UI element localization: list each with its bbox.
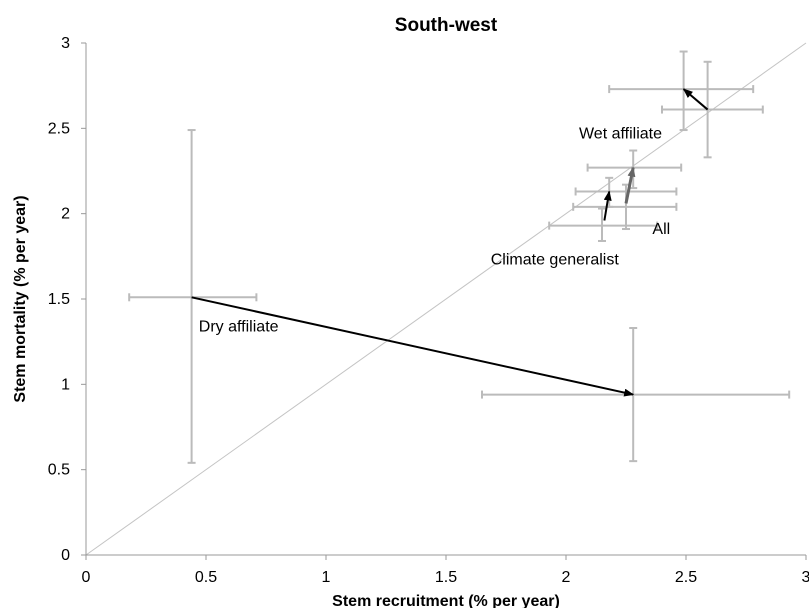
y-tick-label: 0 (61, 547, 70, 564)
group-label: All (652, 221, 670, 238)
y-tick-label: 1 (61, 376, 70, 393)
x-tick-label: 3 (802, 569, 809, 586)
error-bar-point (572, 183, 678, 231)
reference-line-layer (85, 42, 807, 556)
y-tick-label: 0.5 (48, 462, 70, 479)
group-label: Wet affiliate (579, 125, 662, 142)
change-arrow (624, 166, 636, 204)
annotations-layer: Dry affiliate Wet affiliate Climate genera… (199, 125, 670, 335)
error-bar-point (586, 149, 683, 190)
error-bar-point (128, 129, 258, 464)
error-bar-point (608, 50, 755, 132)
y-tick-label: 3 (61, 35, 70, 52)
change-arrow (191, 296, 635, 397)
tick-labels-layer: 0 0.5 1 1.5 2 2.5 3 0 0.5 1 1.5 2 2.5 3 (48, 35, 809, 586)
x-tick-label: 1.5 (435, 569, 457, 586)
x-axis-title: Stem recruitment (% per year) (332, 593, 560, 608)
x-tick-label: 2 (562, 569, 571, 586)
group-label: Dry affiliate (199, 318, 279, 335)
x-tick-label: 0 (82, 569, 91, 586)
error-bars-layer (128, 50, 791, 464)
y-axis-title: Stem mortality (% per year) (12, 195, 29, 402)
arrows-layer (191, 88, 709, 397)
error-bar-point (548, 207, 659, 242)
error-bar-point (661, 60, 764, 159)
change-arrow (603, 190, 612, 221)
x-tick-label: 2.5 (675, 569, 697, 586)
x-tick-label: 1 (322, 569, 331, 586)
x-tick-label: 0.5 (195, 569, 217, 586)
y-tick-label: 1.5 (48, 291, 70, 308)
y-tick-label: 2.5 (48, 120, 70, 137)
y-tick-label: 2 (61, 206, 70, 223)
change-arrow (682, 88, 709, 111)
axes-layer (81, 42, 807, 560)
group-label: Climate generalist (491, 252, 620, 269)
one-to-one-line (85, 42, 807, 556)
error-bar-point (481, 327, 791, 463)
chart-title: South-west (395, 15, 498, 36)
